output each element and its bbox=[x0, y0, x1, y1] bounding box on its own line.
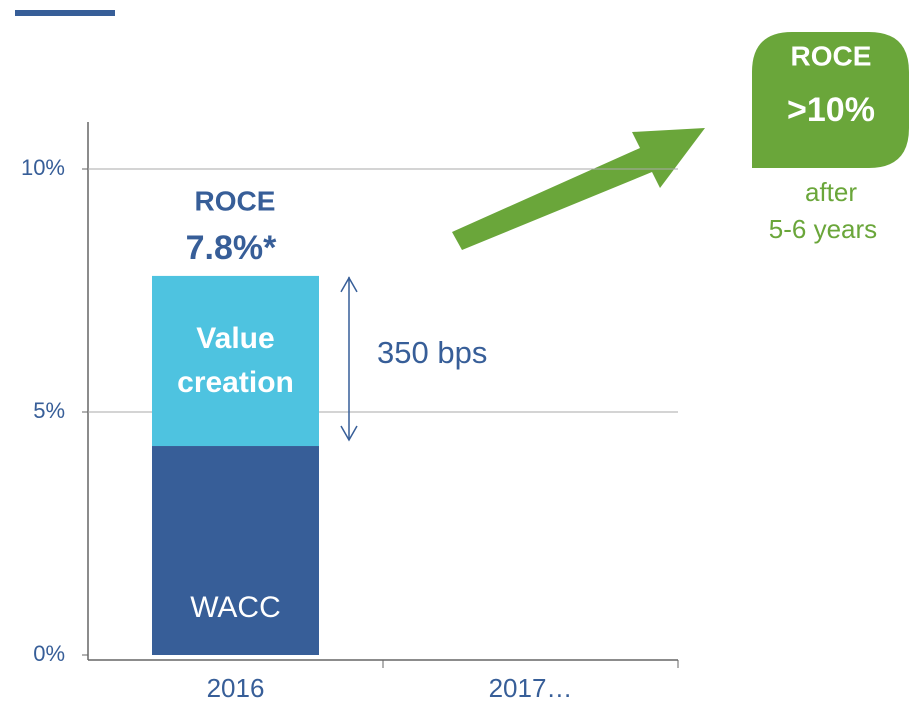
bar-segment bbox=[152, 446, 319, 655]
growth-arrow bbox=[452, 128, 705, 250]
segment-label-box: Value creation bbox=[177, 321, 294, 399]
y-tick-label: 0% bbox=[33, 641, 65, 666]
x-tick-label: 2016 bbox=[207, 673, 265, 703]
segment-label: Value creation bbox=[177, 321, 294, 399]
y-tick-label: 10% bbox=[21, 155, 65, 180]
badge-value: >10% bbox=[787, 91, 875, 129]
value-label: 350 bps bbox=[377, 335, 487, 370]
badge-note: 5-6 years bbox=[769, 214, 877, 244]
bar-segment bbox=[152, 275, 319, 447]
badge-note: after bbox=[805, 177, 857, 207]
roce-title: ROCE bbox=[195, 185, 276, 216]
segment-label-box: WACC bbox=[190, 590, 281, 624]
span-arrow-head bbox=[340, 276, 358, 442]
segment-label: WACC bbox=[190, 590, 281, 624]
x-tick-label: 2017… bbox=[489, 673, 573, 703]
roce-value: 7.8%* bbox=[186, 229, 277, 267]
header-rule bbox=[15, 10, 115, 16]
badge bbox=[752, 32, 909, 168]
badge-title: ROCE bbox=[791, 40, 872, 71]
y-tick-label: 5% bbox=[33, 398, 65, 423]
